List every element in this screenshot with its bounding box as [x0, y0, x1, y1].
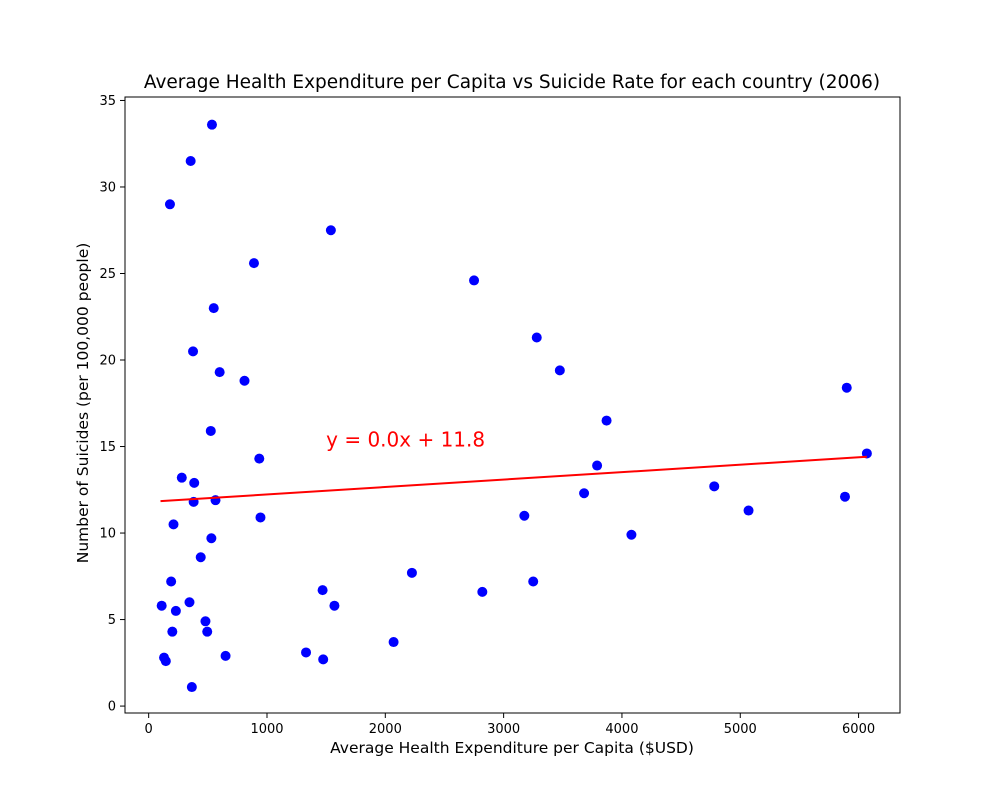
data-point-8	[170, 605, 181, 616]
data-point-38	[477, 586, 488, 597]
data-point-41	[531, 332, 542, 343]
data-point-18	[202, 626, 213, 637]
data-point-16	[195, 552, 206, 563]
plot-area	[156, 119, 872, 693]
data-point-26	[239, 375, 250, 386]
data-point-3	[160, 656, 171, 667]
data-point-37	[469, 275, 480, 286]
x-tick-label: 6000	[842, 722, 875, 737]
data-point-17	[200, 616, 211, 627]
y-tick-label: 35	[99, 94, 116, 109]
x-tick-label: 5000	[724, 722, 757, 737]
data-point-24	[214, 367, 225, 378]
data-point-40	[528, 576, 539, 587]
data-point-44	[592, 460, 603, 471]
regression-line	[160, 455, 867, 503]
x-axis-label: Average Health Expenditure per Capita ($…	[330, 739, 694, 757]
data-point-50	[841, 382, 852, 393]
data-point-34	[329, 600, 340, 611]
data-point-33	[325, 225, 336, 236]
data-point-7	[168, 519, 179, 530]
data-point-6	[167, 626, 178, 637]
y-axis: 0 5 10 15 20 25 30 35	[99, 94, 125, 715]
data-point-32	[318, 654, 329, 665]
data-point-31	[317, 585, 328, 596]
regression-equation: y = 0.0x + 11.8	[326, 428, 485, 452]
y-tick-label: 25	[99, 267, 116, 282]
data-point-36	[406, 567, 417, 578]
data-point-43	[579, 488, 590, 499]
x-tick-label: 3000	[487, 722, 520, 737]
data-point-48	[743, 505, 754, 516]
y-tick-label: 15	[99, 440, 116, 455]
y-tick-label: 30	[99, 180, 116, 195]
data-point-27	[248, 258, 259, 269]
data-point-4	[164, 199, 175, 210]
y-tick-label: 10	[99, 527, 116, 542]
y-tick-label: 5	[108, 613, 116, 628]
x-axis: 0 1000 2000 3000 4000 5000 6000	[145, 713, 875, 737]
plot-frame	[124, 96, 901, 714]
data-point-22	[208, 303, 219, 314]
x-tick-label: 4000	[605, 722, 638, 737]
data-point-19	[205, 425, 216, 436]
data-point-13	[188, 346, 199, 357]
y-tick-label: 20	[99, 354, 116, 369]
data-point-47	[709, 481, 720, 492]
data-point-25	[220, 650, 231, 661]
data-point-29	[255, 512, 266, 523]
data-point-20	[206, 533, 217, 544]
data-point-28	[254, 453, 265, 464]
data-point-35	[388, 637, 399, 648]
data-point-30	[301, 647, 312, 658]
data-point-42	[554, 365, 565, 376]
data-point-1	[156, 600, 167, 611]
y-axis-label: Number of Suicides (per 100,000 people)	[74, 243, 92, 564]
data-point-49	[839, 491, 850, 502]
x-tick-label: 2000	[369, 722, 402, 737]
data-point-21	[206, 119, 217, 130]
data-point-15	[189, 477, 200, 488]
data-point-11	[185, 156, 196, 167]
data-point-5	[166, 576, 177, 587]
x-tick-label: 0	[145, 722, 153, 737]
y-tick-label: 0	[108, 700, 116, 715]
data-point-10	[184, 597, 195, 608]
data-point-39	[519, 510, 530, 521]
data-point-12	[186, 682, 197, 693]
data-point-9	[176, 472, 187, 483]
chart-title: Average Health Expenditure per Capita vs…	[144, 72, 880, 93]
x-tick-label: 1000	[250, 722, 283, 737]
data-point-45	[601, 415, 612, 426]
data-point-46	[626, 529, 637, 540]
